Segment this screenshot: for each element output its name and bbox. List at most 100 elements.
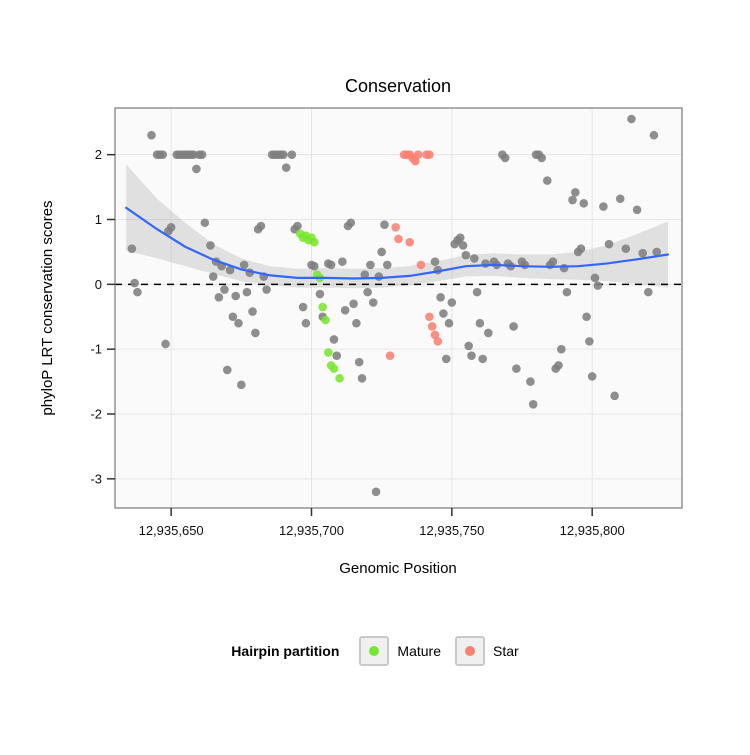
point-other xyxy=(214,293,224,302)
point-other xyxy=(161,339,170,349)
point-other xyxy=(458,241,468,250)
point-star xyxy=(385,351,395,360)
point-other xyxy=(329,335,339,344)
point-other xyxy=(262,285,271,294)
point-other xyxy=(615,194,625,204)
point-mature xyxy=(321,315,330,325)
point-other xyxy=(248,307,257,316)
point-other xyxy=(484,328,493,338)
legend-label-mature: Mature xyxy=(397,643,441,659)
point-other xyxy=(467,351,476,360)
panel-background xyxy=(115,108,682,508)
point-other xyxy=(309,261,319,271)
y-tick-label: 0 xyxy=(95,277,102,292)
y-tick-label: 2 xyxy=(95,147,102,162)
confidence-band xyxy=(126,164,668,289)
point-other xyxy=(239,260,249,270)
point-other xyxy=(380,220,389,229)
star-dot-icon xyxy=(465,646,475,656)
point-other xyxy=(590,273,600,283)
x-tick-label: 12,935,750 xyxy=(419,523,484,538)
point-other xyxy=(644,287,653,297)
point-other xyxy=(444,318,454,328)
point-mature xyxy=(309,237,319,247)
point-other xyxy=(576,244,586,253)
point-other xyxy=(133,287,142,297)
point-other xyxy=(368,298,378,307)
point-other xyxy=(287,150,297,159)
point-other xyxy=(363,287,372,297)
legend-label-star: Star xyxy=(493,643,519,659)
point-other xyxy=(469,254,479,263)
point-other xyxy=(562,287,572,297)
point-other xyxy=(447,298,457,307)
point-other xyxy=(349,299,358,309)
point-other xyxy=(632,205,642,215)
point-other xyxy=(548,257,558,266)
point-other xyxy=(225,265,235,275)
point-star xyxy=(427,322,437,331)
legend-key-mature xyxy=(359,636,390,666)
point-other xyxy=(366,260,375,270)
x-tick-label: 12,935,650 xyxy=(139,523,204,538)
point-other xyxy=(208,272,218,281)
legend-entry-star: Star xyxy=(455,636,519,666)
point-other xyxy=(441,354,451,364)
legend-entry-mature: Mature xyxy=(359,636,441,666)
point-other xyxy=(360,270,370,279)
y-axis-label: phyloP LRT conservation scores xyxy=(39,200,56,415)
point-other xyxy=(528,399,538,409)
point-other xyxy=(557,344,566,354)
panel-border xyxy=(114,107,683,509)
point-other xyxy=(464,341,473,351)
point-other xyxy=(652,247,662,257)
point-other xyxy=(638,248,648,258)
point-other xyxy=(231,291,240,301)
point-other xyxy=(472,287,482,297)
point-other xyxy=(326,260,336,270)
chart-title: Conservation xyxy=(345,76,451,96)
point-other xyxy=(439,309,448,318)
point-mature xyxy=(318,302,328,312)
point-other xyxy=(251,328,260,338)
point-other xyxy=(315,289,325,299)
point-other xyxy=(340,305,350,315)
point-other xyxy=(568,195,577,205)
legend-title: Hairpin partition xyxy=(231,643,340,659)
point-other xyxy=(599,202,608,211)
point-star xyxy=(405,237,415,247)
point-other xyxy=(377,247,386,257)
point-other xyxy=(206,241,215,250)
legend-key-star xyxy=(455,636,485,666)
point-other xyxy=(500,153,510,163)
point-other xyxy=(436,293,445,302)
point-star xyxy=(425,312,434,322)
mature-dot-icon xyxy=(369,646,380,656)
point-other xyxy=(478,354,488,364)
point-other xyxy=(242,287,252,297)
smooth-line xyxy=(125,206,670,280)
point-other xyxy=(147,130,156,140)
point-other xyxy=(481,259,490,268)
x-axis-label: Genomic Position xyxy=(339,560,457,577)
point-other xyxy=(604,239,614,249)
point-other xyxy=(192,164,201,174)
point-other xyxy=(130,278,139,288)
point-other xyxy=(585,337,594,346)
point-other xyxy=(234,318,243,328)
point-other xyxy=(526,377,535,386)
point-other xyxy=(579,198,589,208)
point-other xyxy=(346,218,356,228)
point-other xyxy=(509,322,518,331)
point-star xyxy=(413,150,423,159)
point-other xyxy=(582,312,591,322)
point-other xyxy=(200,218,210,228)
point-other xyxy=(357,374,367,383)
point-other xyxy=(627,114,636,124)
y-tick-label: -2 xyxy=(90,406,102,421)
point-other xyxy=(649,130,659,140)
point-other xyxy=(338,257,347,266)
point-other xyxy=(220,285,229,294)
point-other xyxy=(352,318,361,328)
